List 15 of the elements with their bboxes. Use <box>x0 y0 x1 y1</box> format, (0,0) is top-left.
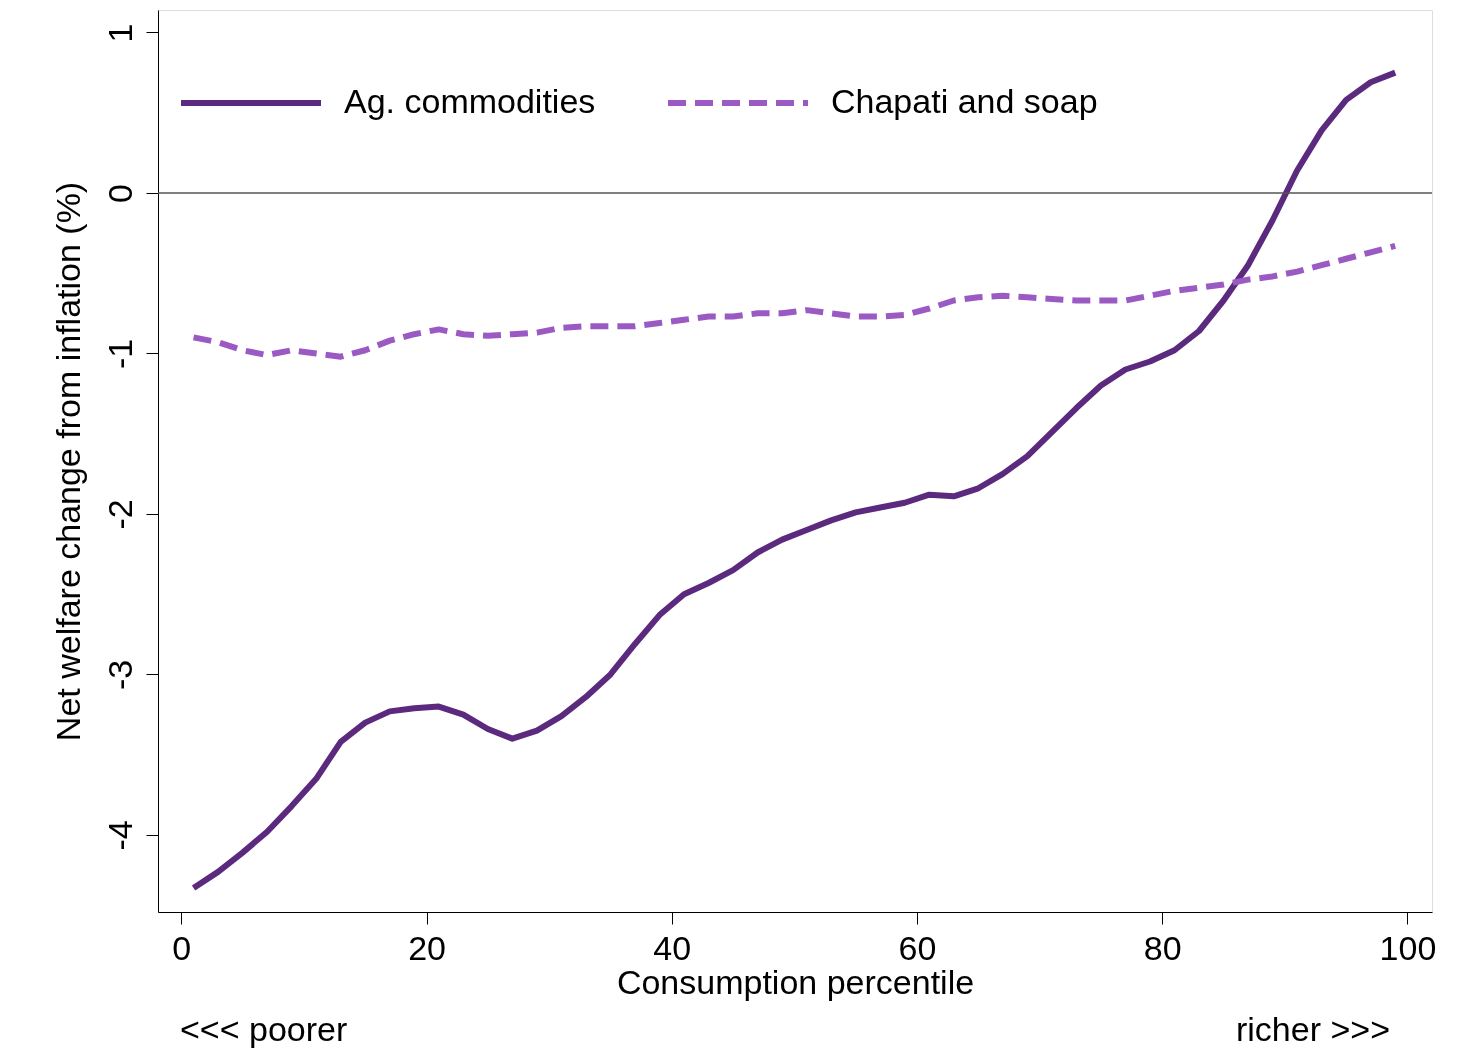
text: richer >>> <box>1235 1010 1390 1048</box>
x-tick-label: 100 <box>1379 928 1437 967</box>
y-tick-label: -2 <box>100 499 139 530</box>
y-tick-label: -4 <box>100 820 139 851</box>
y-tick-label: 1 <box>100 23 139 43</box>
x-tick-label: 0 <box>172 928 192 967</box>
y-tick-label: 0 <box>100 184 139 203</box>
x-tick-label: 80 <box>1143 928 1182 967</box>
y-tick-label: -1 <box>100 338 139 370</box>
legend-label: Ag. commodities <box>344 82 596 120</box>
legend-label: Chapati and soap <box>831 82 1098 120</box>
x-tick-label: 20 <box>408 928 446 967</box>
y-axis-title: Net welfare change from inflation (%) <box>48 181 87 742</box>
text: <<< poorer <box>180 1010 348 1048</box>
y-tick-label: -3 <box>100 659 139 691</box>
